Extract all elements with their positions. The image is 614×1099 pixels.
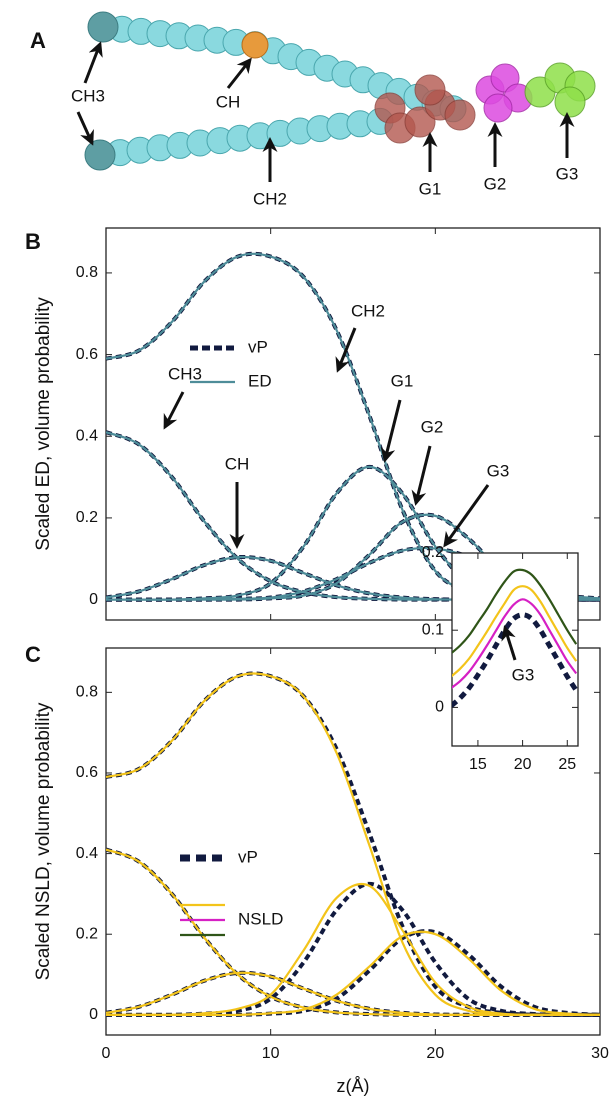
annotation: G2 [421, 417, 444, 436]
atom [554, 86, 586, 118]
atom [241, 31, 269, 59]
y-tick-label: 0 [89, 591, 98, 608]
atom-label: G1 [419, 179, 442, 198]
y-axis-label: Scaled ED, volume probability [33, 297, 54, 551]
y-axis-label: Scaled NSLD, volume probability [33, 702, 54, 980]
atom-label: G3 [556, 164, 579, 183]
x-tick-label: 20 [514, 756, 532, 773]
arrow [226, 57, 252, 89]
legend-label: vP [248, 337, 268, 356]
annotation: CH [225, 454, 250, 473]
panel-letter: C [25, 642, 41, 667]
x-tick-label: 25 [558, 756, 576, 773]
arrow [83, 41, 103, 84]
dashed-line [106, 671, 600, 1017]
y-tick-label: 0.8 [76, 264, 98, 281]
line [452, 598, 578, 689]
y-tick-label: 0.6 [76, 346, 98, 363]
arrow [411, 445, 432, 506]
line [452, 585, 578, 678]
atom-label: CH [216, 92, 241, 111]
legend-label: ED [248, 371, 272, 390]
x-tick-label: 30 [591, 1045, 609, 1062]
annotation: G3 [487, 461, 510, 480]
plot-lines [452, 568, 578, 708]
x-tick-label: 0 [102, 1045, 111, 1062]
arrow [380, 399, 402, 463]
y-tick-label: 0.2 [76, 925, 98, 942]
y-tick-label: 0.1 [422, 621, 444, 638]
legend-label: vP [238, 847, 258, 866]
y-tick-label: 0.4 [76, 845, 98, 862]
y-tick-label: 0 [435, 699, 444, 716]
atom [87, 11, 119, 43]
x-tick-label: 10 [262, 1045, 280, 1062]
atom-label: CH2 [253, 189, 287, 208]
arrow [76, 111, 94, 146]
arrow [501, 625, 517, 661]
line [452, 568, 578, 655]
y-tick-label: 0.2 [76, 509, 98, 526]
x-axis-label: z(Å) [337, 1076, 370, 1096]
x-tick-label: 15 [469, 756, 487, 773]
y-tick-label: 0.4 [76, 427, 98, 444]
y-tick-label: 0.6 [76, 764, 98, 781]
annotation: G1 [391, 371, 414, 390]
y-tick-label: 0.8 [76, 684, 98, 701]
atom [84, 139, 116, 171]
plot-frame [451, 552, 579, 747]
arrow [163, 391, 185, 430]
arrow [443, 484, 490, 548]
atom [483, 93, 513, 123]
dashed-line [452, 612, 578, 708]
plot-lines [106, 671, 600, 1017]
line [106, 930, 600, 1017]
annotation: G3 [512, 665, 535, 684]
annotation: CH3 [168, 364, 202, 383]
y-tick-label: 0.2 [422, 544, 444, 561]
annotation: CH2 [351, 301, 385, 320]
legend-label: NSLD [238, 909, 283, 928]
atom-label: G2 [484, 174, 507, 193]
y-tick-label: 0 [89, 1006, 98, 1023]
panel-letter: B [25, 229, 41, 254]
atom-label: CH3 [71, 86, 105, 105]
atom [444, 99, 476, 131]
panel-letter: A [30, 28, 46, 53]
molecule-diagram [84, 11, 596, 171]
atom [404, 106, 436, 138]
x-tick-label: 20 [426, 1045, 444, 1062]
atom [414, 74, 446, 106]
arrow [335, 327, 357, 373]
